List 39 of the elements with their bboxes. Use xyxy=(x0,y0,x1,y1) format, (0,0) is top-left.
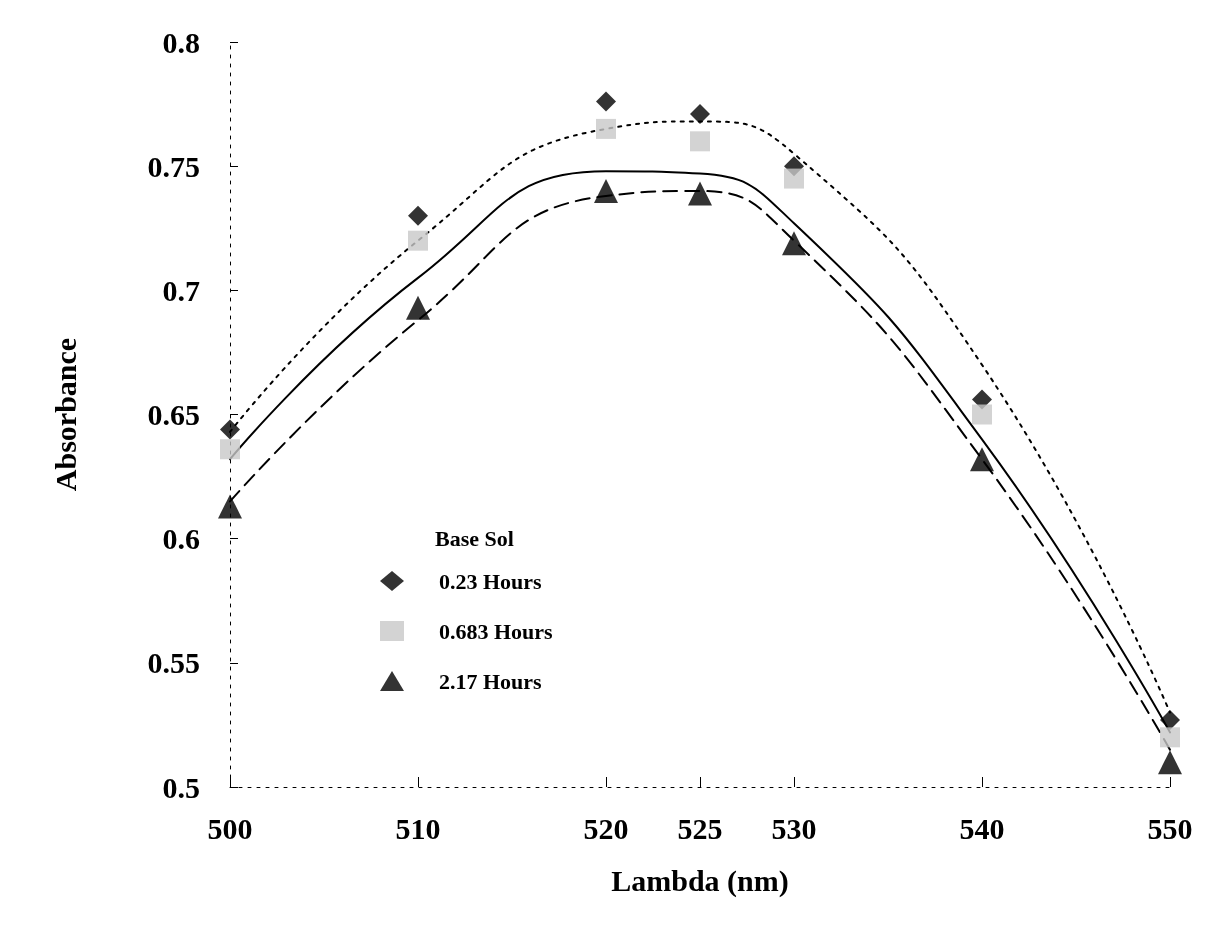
y-tick-label: 0.75 xyxy=(147,149,200,183)
point xyxy=(1158,750,1182,775)
point xyxy=(220,439,240,460)
point xyxy=(1160,727,1180,748)
x-tick-label: 525 xyxy=(677,811,723,845)
legend-title: Base Sol xyxy=(435,525,514,551)
point xyxy=(218,494,242,519)
y-tick-label: 0.5 xyxy=(162,770,200,804)
point xyxy=(782,231,806,256)
point xyxy=(972,404,992,425)
point xyxy=(220,419,240,440)
point xyxy=(690,104,710,125)
point xyxy=(688,181,712,206)
x-axis-title: Lambda (nm) xyxy=(611,863,789,898)
y-axis-title: Absorbance xyxy=(48,337,82,492)
point xyxy=(406,295,430,320)
y-tick-label: 0.6 xyxy=(162,522,200,556)
point xyxy=(1160,709,1180,730)
point xyxy=(408,205,428,226)
x-tick-label: 550 xyxy=(1147,811,1193,845)
point xyxy=(690,131,710,152)
legend-label: 0.683 Hours xyxy=(439,618,554,644)
point xyxy=(408,230,428,251)
point xyxy=(970,447,994,472)
point xyxy=(594,179,618,203)
legend-label: 2.17 Hours xyxy=(439,668,543,694)
point xyxy=(596,118,616,139)
y-tick-label: 0.7 xyxy=(162,273,200,307)
x-tick-label: 520 xyxy=(583,811,629,845)
y-tick-label: 0.65 xyxy=(147,398,200,431)
y-tick-label: 0.55 xyxy=(147,646,200,680)
x-tick-label: 530 xyxy=(771,811,817,845)
legend-label: 0.23 Hours xyxy=(439,568,543,594)
x-tick-label: 500 xyxy=(207,811,253,845)
x-tick-label: 510 xyxy=(395,811,441,845)
y-tick-label: 0.8 xyxy=(162,25,200,59)
x-tick-label: 540 xyxy=(959,811,1005,845)
point xyxy=(784,168,804,189)
point xyxy=(596,91,616,112)
